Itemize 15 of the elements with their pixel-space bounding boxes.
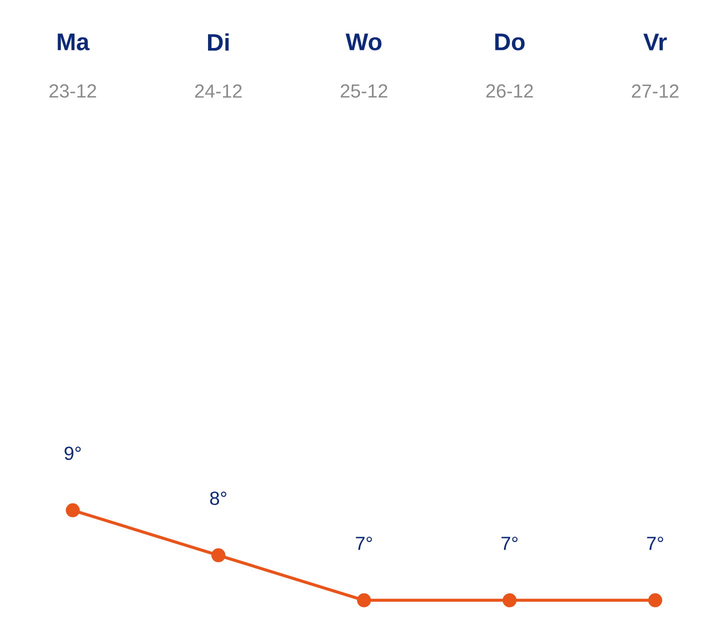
text: 26-12 bbox=[486, 84, 533, 98]
data-label: 9° bbox=[64, 446, 81, 460]
data-label: 7° bbox=[647, 536, 664, 550]
data-label: 8° bbox=[210, 492, 226, 505]
x-tick-label: Wo bbox=[346, 34, 382, 50]
text: 24-12 bbox=[195, 84, 242, 98]
x-tick-label: Di bbox=[208, 33, 229, 51]
data-label: 7° bbox=[356, 536, 372, 550]
x-tick-label: Ma bbox=[58, 34, 90, 50]
text: 27-12 bbox=[632, 84, 678, 98]
text: 23-12 bbox=[50, 84, 96, 98]
data-label: 7° bbox=[502, 536, 518, 550]
text: 25-12 bbox=[340, 84, 388, 98]
x-tick-label: Do bbox=[495, 34, 525, 50]
x-tick-label: Vr bbox=[643, 34, 667, 50]
